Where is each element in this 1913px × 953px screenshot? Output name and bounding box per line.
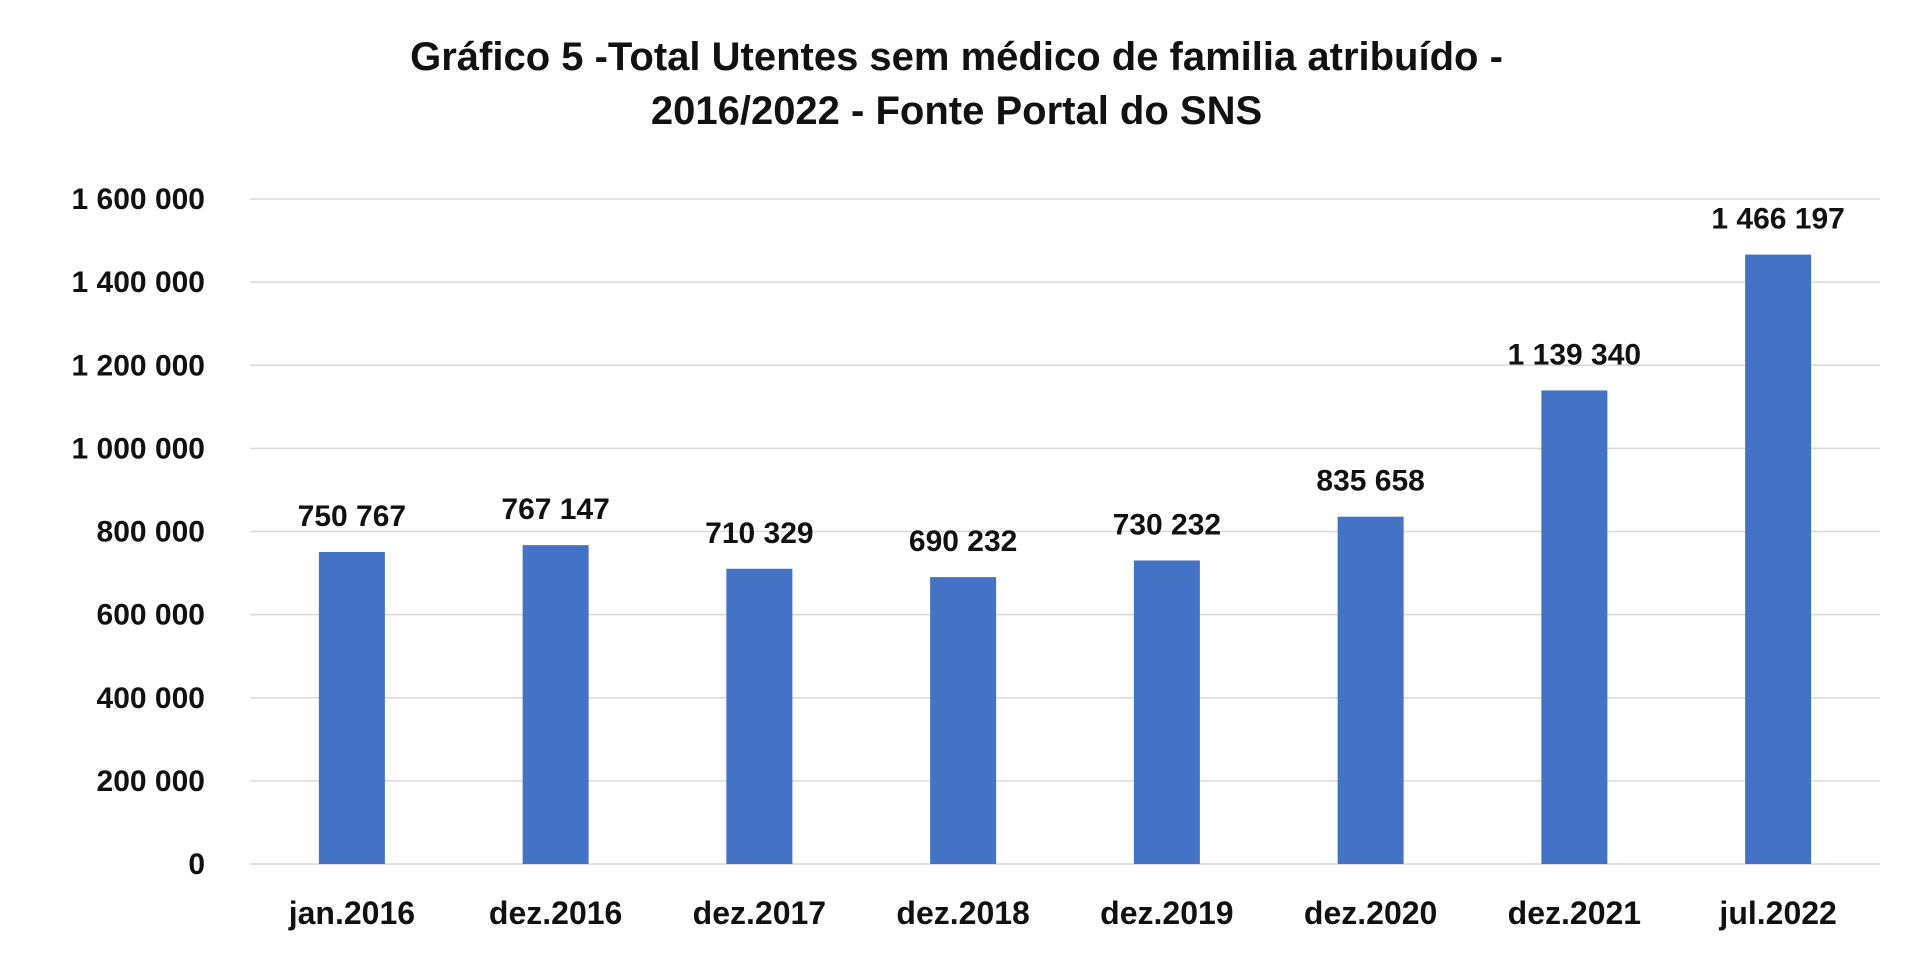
data-label: 730 232 — [1113, 508, 1221, 541]
x-tick-label: dez.2019 — [1100, 895, 1233, 931]
x-tick-label: dez.2016 — [489, 895, 622, 931]
x-tick-label: dez.2017 — [693, 895, 826, 931]
y-tick-label: 800 000 — [97, 516, 205, 549]
data-label: 690 232 — [909, 525, 1017, 558]
y-tick-label: 0 — [188, 848, 205, 881]
y-tick-label: 1 600 000 — [72, 183, 205, 216]
bar — [318, 551, 385, 864]
bar — [930, 577, 997, 864]
y-tick-label: 1 200 000 — [72, 349, 205, 382]
x-tick-label: jan.2016 — [288, 895, 415, 931]
bar — [726, 568, 793, 864]
bar — [1133, 560, 1200, 864]
x-tick-label: dez.2018 — [896, 895, 1029, 931]
data-label: 750 767 — [298, 500, 406, 533]
bar — [1745, 254, 1812, 864]
y-tick-label: 200 000 — [97, 765, 205, 798]
x-tick-label: dez.2020 — [1304, 895, 1437, 931]
data-label: 710 329 — [705, 517, 813, 550]
x-tick-label: jul.2022 — [1718, 895, 1836, 931]
bar — [1337, 516, 1404, 864]
chart-title-line-2: 2016/2022 - Fonte Portal do SNS — [650, 89, 1263, 133]
bar — [1541, 390, 1608, 864]
data-label: 1 139 340 — [1508, 338, 1641, 371]
y-tick-label: 1 400 000 — [72, 266, 205, 299]
y-tick-label: 400 000 — [97, 682, 205, 715]
chart-title: Gráfico 5 -Total Utentes sem médico de f… — [0, 30, 1913, 138]
data-label: 1 466 197 — [1711, 203, 1844, 236]
chart-title-line-1: Gráfico 5 -Total Utentes sem médico de f… — [410, 35, 1503, 79]
data-label: 767 147 — [501, 493, 609, 526]
x-tick-label: dez.2021 — [1508, 895, 1641, 931]
y-tick-label: 1 000 000 — [72, 432, 205, 465]
y-tick-label: 600 000 — [97, 599, 205, 632]
data-label: 835 658 — [1316, 465, 1424, 498]
bar — [522, 545, 589, 864]
